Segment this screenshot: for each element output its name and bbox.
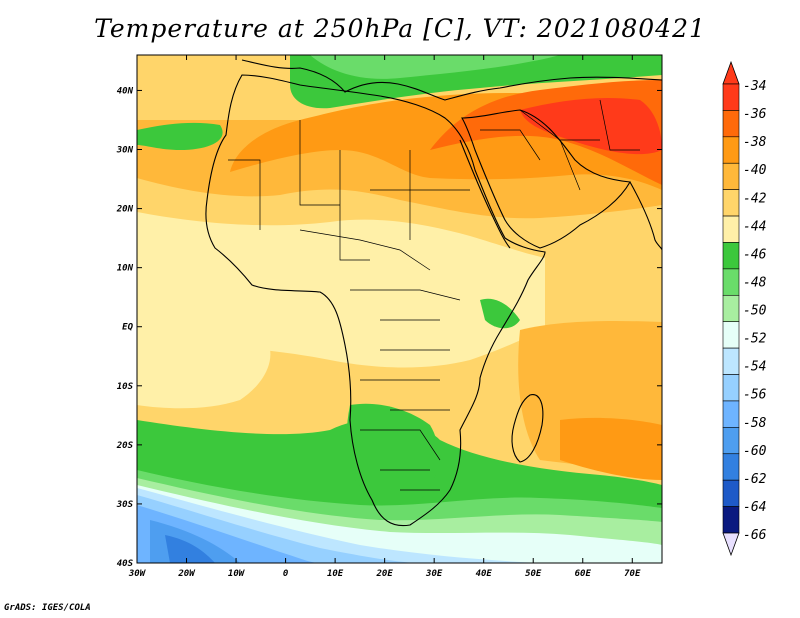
colorbar-label: -66 xyxy=(743,528,767,543)
africa-coastline xyxy=(205,74,546,527)
border-sahara xyxy=(228,120,470,261)
coastlines xyxy=(205,59,662,527)
border-south xyxy=(360,429,441,491)
lat-label: 20S xyxy=(116,441,134,451)
lat-label: 10S xyxy=(117,382,134,392)
india-coastline xyxy=(629,181,662,251)
field-west-minus44 xyxy=(137,300,271,409)
colorbar-swatch xyxy=(722,506,740,534)
lon-label: 0 xyxy=(283,569,289,579)
lat-label: EQ xyxy=(122,323,133,333)
colorbar-label: -62 xyxy=(743,472,767,487)
colorbar-label: -56 xyxy=(743,388,767,403)
lat-label: 10N xyxy=(117,264,134,274)
colorbar-swatch xyxy=(722,268,740,296)
lon-label: 20E xyxy=(376,569,394,579)
colorbar-swatch xyxy=(722,110,740,138)
lat-label: 20N xyxy=(116,205,134,215)
map-title: Temperature at 250hPa [C], VT: 202108042… xyxy=(94,14,706,43)
field-safrica-minus46 xyxy=(346,403,439,502)
colorbar-swatch xyxy=(722,189,740,217)
madagascar-coastline xyxy=(511,394,544,463)
colorbar-label: -34 xyxy=(743,79,766,94)
lon-label: 40E xyxy=(476,569,493,579)
lat-label: 40S xyxy=(117,559,134,569)
colorbar-top-arrow xyxy=(722,60,740,85)
lon-label: 60E xyxy=(575,569,592,579)
red-sea-coastline xyxy=(459,139,511,249)
colorbar-labels: -34 -36 -38 -40 -42 -44 -46 -48 -50 -52 -54 -56 -58 -… xyxy=(743,79,767,543)
colorbar-swatch xyxy=(722,374,740,402)
colorbar xyxy=(722,60,740,557)
field-indian-minus38 xyxy=(560,417,662,480)
colorbar-label: -52 xyxy=(743,332,767,347)
lon-label: 20W xyxy=(177,569,196,579)
colorbar-label: -50 xyxy=(743,304,767,319)
credit-label: GrADS: IGES/COLA xyxy=(4,603,91,613)
field-north-minus34 xyxy=(520,98,662,155)
lon-labels: 30W 20W 10W 0 10E 20E 30E 40E 50E 60E 70E xyxy=(128,569,641,579)
map-frame xyxy=(136,54,663,564)
colorbar-label: -40 xyxy=(743,163,767,178)
colorbar-label: -46 xyxy=(743,247,767,262)
colorbar-label: -44 xyxy=(743,219,766,234)
colorbar-label: -58 xyxy=(743,416,767,431)
lat-label: 30N xyxy=(116,146,134,156)
lon-label: 30E xyxy=(425,569,443,579)
colorbar-bottom-arrow xyxy=(722,532,740,557)
colorbar-swatch xyxy=(722,400,740,428)
lon-label: 70E xyxy=(624,569,641,579)
border-central xyxy=(299,229,461,411)
colorbar-swatch xyxy=(722,162,740,190)
axis-ticks xyxy=(136,55,662,564)
colorbar-swatch xyxy=(722,479,740,507)
colorbar-label: -64 xyxy=(743,500,766,515)
lon-label: 10E xyxy=(327,569,344,579)
colorbar-swatch xyxy=(722,347,740,375)
colorbar-label: -36 xyxy=(743,107,767,122)
arabia-coastline xyxy=(461,109,631,249)
lat-labels: 40N 30N 20N 10N EQ 10S 20S 30S 40S xyxy=(116,86,134,569)
colorbar-label: -38 xyxy=(743,135,767,150)
lat-label: 30S xyxy=(116,500,134,510)
field-med-minus48 xyxy=(310,55,560,79)
lon-label: 30W xyxy=(128,569,147,579)
field-south-minus62 xyxy=(165,535,215,563)
field-eastafrica-minus46 xyxy=(480,298,520,329)
colorbar-label: -60 xyxy=(743,444,767,459)
colorbar-label: -42 xyxy=(743,191,767,206)
colorbar-swatch xyxy=(722,453,740,481)
temperature-field xyxy=(137,55,662,563)
colorbar-swatch xyxy=(722,136,740,164)
field-west-minus46 xyxy=(137,122,223,150)
colorbar-swatch xyxy=(722,83,740,111)
colorbar-swatch xyxy=(722,427,740,455)
colorbar-swatch xyxy=(722,321,740,349)
border-mideast xyxy=(480,99,640,191)
europe-coastline xyxy=(241,59,662,101)
country-borders xyxy=(228,99,640,491)
colorbar-swatch xyxy=(722,215,740,243)
colorbar-label: -48 xyxy=(743,275,767,290)
lon-label: 10W xyxy=(228,569,246,579)
lon-label: 50E xyxy=(525,569,542,579)
colorbar-swatch xyxy=(722,242,740,270)
lat-label: 40N xyxy=(117,86,134,96)
colorbar-label: -54 xyxy=(743,360,766,375)
colorbar-swatch xyxy=(722,294,740,323)
